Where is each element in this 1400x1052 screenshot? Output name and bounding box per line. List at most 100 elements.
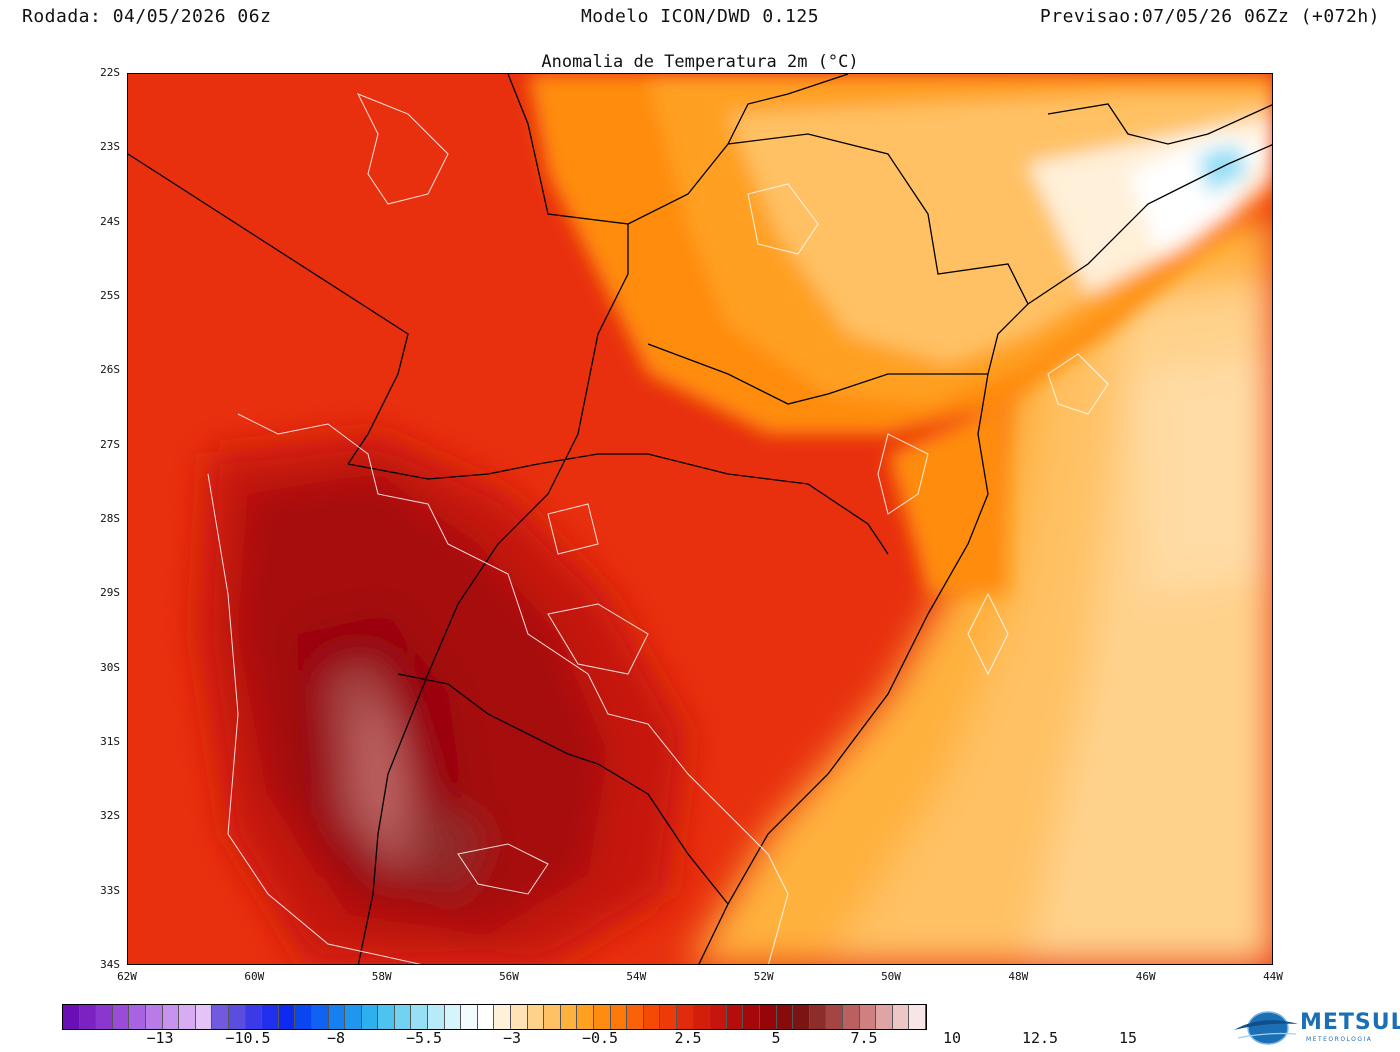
- lon-tick-label: 52W: [753, 970, 774, 983]
- colorbar-swatch: [262, 1005, 279, 1029]
- logo-text: METSUL: [1300, 1010, 1400, 1035]
- colorbar-tick-label: −10.5: [225, 1029, 271, 1047]
- colorbar-swatch: [676, 1005, 694, 1029]
- colorbar-swatch: [361, 1005, 379, 1029]
- colorbar-swatch: [826, 1005, 843, 1029]
- colorbar-swatch: [892, 1005, 910, 1029]
- colorbar-swatch: [129, 1005, 146, 1029]
- lat-tick-label: 31S: [100, 735, 120, 748]
- lon-tick-label: 50W: [881, 970, 901, 983]
- colorbar-swatch: [295, 1005, 312, 1029]
- colorbar-tick-label: −5.5: [405, 1029, 443, 1047]
- anomaly-field: [128, 74, 1272, 964]
- colorbar-swatch: [411, 1005, 429, 1029]
- lon-tick-label: 62W: [117, 970, 137, 983]
- colorbar-swatch: [311, 1005, 329, 1029]
- colorbar-tick-label: −3: [502, 1029, 522, 1047]
- run-time-label: Rodada: 04/05/2026 06z: [22, 6, 272, 27]
- colorbar-swatch: [145, 1005, 163, 1029]
- colorbar-swatch: [461, 1005, 478, 1029]
- metsul-logo: METSUL METEOROLOGIA: [1232, 1008, 1400, 1048]
- colorbar-swatch: [79, 1005, 97, 1029]
- colorbar-swatch: [876, 1005, 893, 1029]
- lat-tick-label: 32S: [100, 809, 120, 823]
- colorbar-swatch: [527, 1005, 545, 1029]
- contour-lines: [207, 93, 1109, 964]
- colorbar-swatch: [726, 1005, 744, 1029]
- colorbar: [62, 1004, 927, 1030]
- colorbar-swatch: [560, 1005, 578, 1029]
- lat-tick-label: 24S: [100, 214, 120, 228]
- lon-tick-label: 56W: [499, 970, 519, 983]
- colorbar-swatch: [394, 1005, 412, 1029]
- colorbar-swatch: [693, 1005, 711, 1029]
- lat-tick-label: 34S: [100, 958, 120, 971]
- colorbar-swatch: [743, 1005, 760, 1029]
- lon-tick-label: 60W: [244, 970, 265, 983]
- logo-tagline: METEOROLOGIA: [1306, 1036, 1373, 1043]
- colorbar-swatch: [96, 1005, 113, 1029]
- colorbar-swatch: [212, 1005, 229, 1029]
- colorbar-tick-label: 5: [771, 1029, 781, 1047]
- colorbar-swatch: [328, 1005, 346, 1029]
- colorbar-swatch: [660, 1005, 677, 1029]
- lat-tick-label: 28S: [100, 512, 120, 525]
- lat-tick-label: 27S: [100, 437, 120, 451]
- globe-icon: [1234, 1011, 1298, 1045]
- lon-tick-label: 48W: [1008, 970, 1029, 983]
- colorbar-swatch: [511, 1005, 528, 1029]
- colorbar-tick-label: 12.5: [1021, 1029, 1059, 1047]
- lat-tick-label: 33S: [100, 883, 120, 897]
- colorbar-swatch: [793, 1005, 810, 1029]
- colorbar-tick-label: −8: [326, 1029, 346, 1047]
- colorbar-swatch: [809, 1005, 827, 1029]
- lat-tick-label: 30S: [100, 660, 120, 674]
- lat-tick-label: 25S: [100, 289, 120, 302]
- colorbar-swatch: [228, 1005, 246, 1029]
- colorbar-swatch: [594, 1005, 611, 1029]
- colorbar-swatch: [544, 1005, 561, 1029]
- map-title: Anomalia de Temperatura 2m (°C): [541, 52, 859, 72]
- colorbar-swatch: [278, 1005, 296, 1029]
- colorbar-swatch: [909, 1005, 926, 1029]
- colorbar-swatch: [627, 1005, 644, 1029]
- lat-tick-label: 22S: [100, 66, 120, 79]
- colorbar-swatch: [444, 1005, 462, 1029]
- lat-tick-label: 29S: [100, 586, 120, 600]
- colorbar-swatch: [179, 1005, 196, 1029]
- colorbar-swatch: [378, 1005, 395, 1029]
- colorbar-swatch: [245, 1005, 263, 1029]
- colorbar-swatch: [112, 1005, 130, 1029]
- colorbar-swatch: [345, 1005, 362, 1029]
- colorbar-tick-label: 2.5: [674, 1029, 702, 1047]
- lon-tick-label: 54W: [626, 970, 647, 983]
- colorbar-swatch: [577, 1005, 594, 1029]
- colorbar-tick-label: 15: [1118, 1029, 1138, 1047]
- colorbar-swatch: [195, 1005, 213, 1029]
- colorbar-swatch: [643, 1005, 661, 1029]
- colorbar-swatch: [842, 1005, 860, 1029]
- colorbar-swatch: [63, 1005, 80, 1029]
- lat-tick-label: 26S: [100, 363, 120, 377]
- colorbar-swatch: [776, 1005, 794, 1029]
- colorbar-swatch: [710, 1005, 727, 1029]
- colorbar-swatch: [859, 1005, 877, 1029]
- colorbar-swatch: [162, 1005, 180, 1029]
- lon-tick-label: 44W: [1263, 970, 1283, 983]
- colorbar-tick-label: −13: [146, 1029, 174, 1047]
- lon-tick-label: 58W: [371, 970, 392, 983]
- political-boundaries: [128, 74, 1272, 964]
- colorbar-tick-label: 10: [942, 1029, 962, 1047]
- model-name-label: Modelo ICON/DWD 0.125: [580, 6, 820, 27]
- temperature-anomaly-map[interactable]: [127, 73, 1273, 965]
- lon-tick-label: 46W: [1135, 970, 1156, 983]
- colorbar-swatch: [610, 1005, 628, 1029]
- northern-land-anomaly: [528, 74, 1272, 594]
- forecast-time-label: Previsao:07/05/26 06Zz (+072h): [1039, 6, 1380, 27]
- colorbar-tick-label: −0.5: [581, 1029, 619, 1047]
- lat-tick-label: 23S: [100, 140, 120, 154]
- colorbar-tick-label: 7.5: [850, 1029, 878, 1047]
- colorbar-swatch: [494, 1005, 512, 1029]
- colorbar-swatch: [428, 1005, 445, 1029]
- colorbar-swatch: [477, 1005, 495, 1029]
